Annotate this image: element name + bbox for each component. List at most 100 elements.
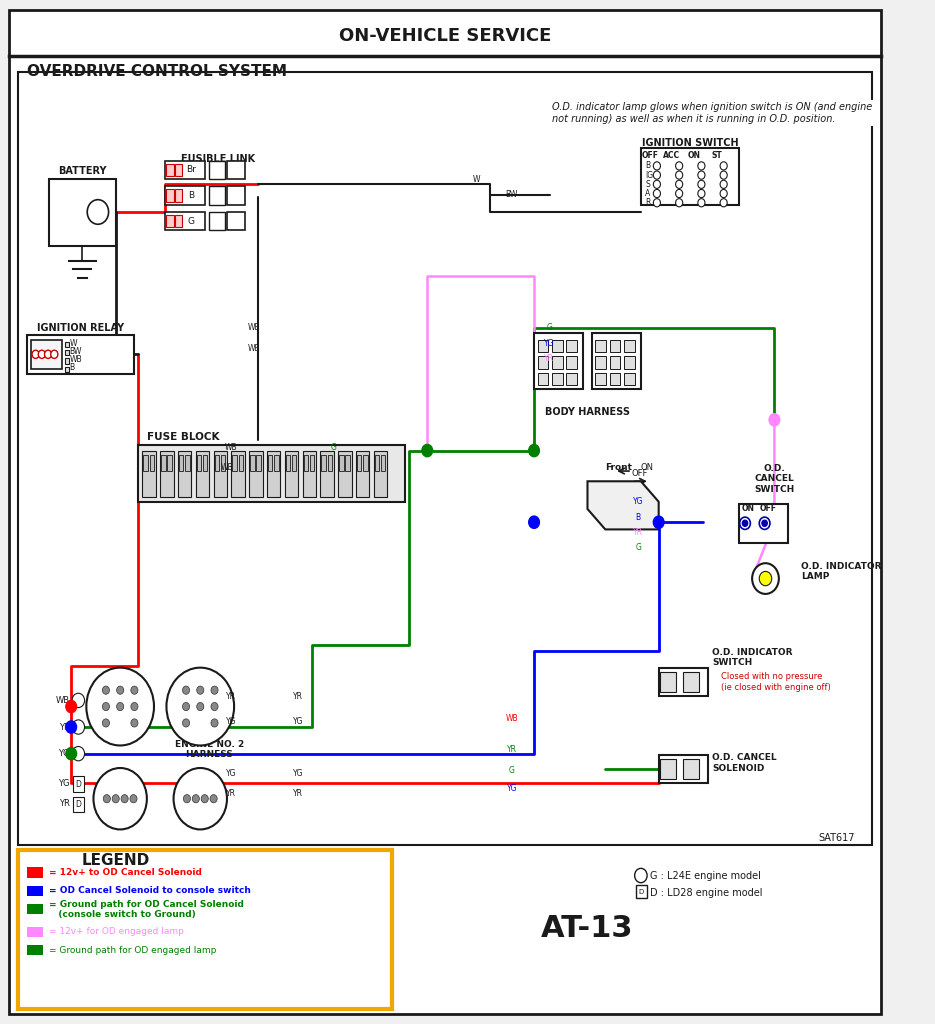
Bar <box>209 161 225 179</box>
Circle shape <box>38 350 46 358</box>
Bar <box>166 215 174 227</box>
Text: LEGEND: LEGEND <box>81 853 150 867</box>
FancyBboxPatch shape <box>18 850 392 1009</box>
Bar <box>227 186 245 205</box>
Bar <box>566 340 577 352</box>
Bar <box>683 672 698 692</box>
Bar <box>356 451 369 497</box>
Text: Closed with no pressure
(ie closed with engine off): Closed with no pressure (ie closed with … <box>721 673 830 691</box>
Bar <box>65 367 69 372</box>
Text: R: R <box>645 199 651 207</box>
Polygon shape <box>587 481 658 529</box>
Text: WB: WB <box>248 324 260 332</box>
Bar <box>214 455 219 471</box>
Text: D: D <box>76 780 81 788</box>
Circle shape <box>720 180 727 188</box>
Circle shape <box>72 693 84 708</box>
Circle shape <box>762 520 768 526</box>
Text: YR: YR <box>633 528 643 537</box>
Circle shape <box>94 768 147 829</box>
Bar <box>176 164 182 176</box>
Text: YG: YG <box>633 498 643 506</box>
Bar <box>49 179 116 246</box>
Bar <box>250 451 263 497</box>
Bar <box>142 451 156 497</box>
Bar <box>27 886 43 896</box>
Bar <box>251 455 254 471</box>
Text: YR: YR <box>226 692 237 700</box>
Circle shape <box>528 516 539 528</box>
Text: D: D <box>639 889 643 895</box>
Bar <box>274 455 279 471</box>
Bar <box>166 189 174 202</box>
Circle shape <box>720 171 727 179</box>
Text: ACC: ACC <box>664 152 681 160</box>
Circle shape <box>183 795 191 803</box>
Bar <box>31 340 63 369</box>
Text: WB: WB <box>69 355 82 364</box>
Bar <box>636 885 647 898</box>
Circle shape <box>117 686 123 694</box>
Text: BATTERY: BATTERY <box>58 166 107 176</box>
Circle shape <box>759 517 770 529</box>
Circle shape <box>174 768 227 829</box>
Bar <box>167 455 172 471</box>
Bar <box>209 212 225 230</box>
Bar <box>256 455 261 471</box>
Bar <box>285 451 298 497</box>
Circle shape <box>45 350 51 358</box>
Circle shape <box>635 868 647 883</box>
Circle shape <box>654 516 664 528</box>
Text: WB: WB <box>55 696 69 705</box>
Text: B: B <box>636 513 640 521</box>
Bar <box>65 358 69 364</box>
Bar <box>286 455 290 471</box>
Bar <box>345 455 350 471</box>
Bar <box>552 356 563 369</box>
Circle shape <box>211 686 218 694</box>
Circle shape <box>422 444 433 457</box>
Bar <box>267 451 280 497</box>
Circle shape <box>117 702 123 711</box>
Text: YR: YR <box>226 790 237 798</box>
Circle shape <box>211 702 218 711</box>
Circle shape <box>676 180 683 188</box>
Bar <box>73 776 83 792</box>
Bar <box>321 451 334 497</box>
Circle shape <box>32 350 39 358</box>
Circle shape <box>131 702 138 711</box>
Bar <box>238 455 243 471</box>
Bar <box>143 455 148 471</box>
Circle shape <box>87 200 108 224</box>
Text: A: A <box>645 189 651 198</box>
Text: = Ground path for OD Cancel Solenoid
   (console switch to Ground): = Ground path for OD Cancel Solenoid (co… <box>49 900 244 919</box>
Text: YR: YR <box>59 800 69 808</box>
Text: ON: ON <box>688 152 701 160</box>
Bar <box>165 186 205 205</box>
Text: G: G <box>635 544 641 552</box>
Bar <box>338 451 352 497</box>
FancyBboxPatch shape <box>9 10 881 1014</box>
Circle shape <box>131 686 138 694</box>
Text: W: W <box>69 339 77 347</box>
Text: WB: WB <box>248 344 260 352</box>
Bar <box>309 455 314 471</box>
Circle shape <box>72 746 84 761</box>
Circle shape <box>742 520 748 526</box>
Bar <box>227 161 245 179</box>
Circle shape <box>103 795 110 803</box>
Circle shape <box>196 702 204 711</box>
Circle shape <box>759 571 771 586</box>
Bar <box>176 189 182 202</box>
Bar <box>27 945 43 955</box>
Bar <box>195 451 209 497</box>
Text: YR: YR <box>294 692 303 700</box>
Bar <box>303 451 316 497</box>
Circle shape <box>131 719 138 727</box>
Bar <box>538 373 548 385</box>
Bar <box>534 333 583 389</box>
Bar <box>566 373 577 385</box>
Circle shape <box>698 199 705 207</box>
Circle shape <box>676 199 683 207</box>
Text: = Ground path for OD engaged lamp: = Ground path for OD engaged lamp <box>49 946 216 954</box>
